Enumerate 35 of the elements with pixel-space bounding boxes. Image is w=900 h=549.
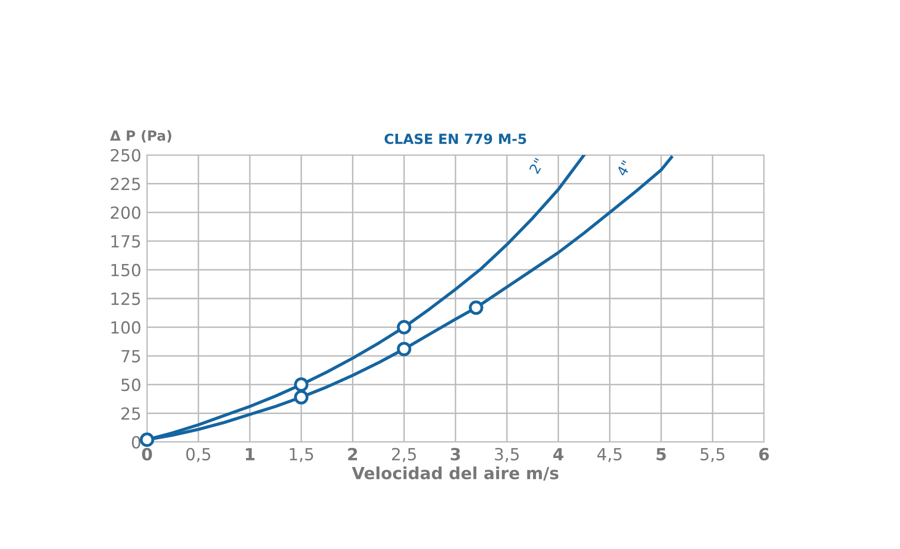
point: [294, 390, 308, 404]
point: [468, 300, 484, 315]
y-tick-label: 150: [111, 264, 140, 276]
chart-title: CLASE EN 779 M-5: [384, 134, 526, 144]
x-tick-label: 0: [142, 448, 152, 460]
y-tick-label: 175: [111, 235, 140, 248]
y-tick-label: 225: [110, 178, 140, 190]
point: [396, 342, 412, 356]
x-axis-title: Velocidad del aire m/s: [352, 466, 558, 481]
y-tick-label: 200: [110, 206, 140, 219]
x-tick-label: 6: [759, 448, 769, 460]
y-tick-label: 100: [111, 321, 140, 334]
x-tick-label: 3: [450, 448, 460, 460]
x-tick-label: 5: [656, 448, 666, 460]
x-tick-label: 0,5: [186, 448, 210, 462]
y-tick-label: 0: [132, 436, 140, 449]
x-tick-label: 4: [553, 448, 564, 460]
x-tick-label: 1: [246, 448, 254, 460]
x-tick-label: 4,5: [597, 448, 622, 462]
x-tick-label: 2: [348, 448, 358, 460]
x-tick-label: 3,5: [494, 448, 519, 462]
y-tick-label: 125: [111, 292, 140, 306]
y-tick-label: 250: [110, 148, 140, 162]
x-tick-label: 5,5: [700, 448, 724, 462]
y-axis-title: Δ P (Pa): [110, 130, 172, 142]
y-tick-label: 50: [122, 378, 140, 392]
point: [294, 377, 308, 392]
y-tick-label: 75: [122, 350, 140, 362]
point: [140, 432, 154, 447]
point: [396, 320, 412, 334]
y-tick-label: 25: [121, 407, 140, 420]
x-tick-label: 1,5: [290, 448, 314, 462]
x-tick-label: 2,5: [392, 448, 416, 462]
text: 2": [528, 158, 544, 174]
text: 4": [616, 160, 632, 177]
